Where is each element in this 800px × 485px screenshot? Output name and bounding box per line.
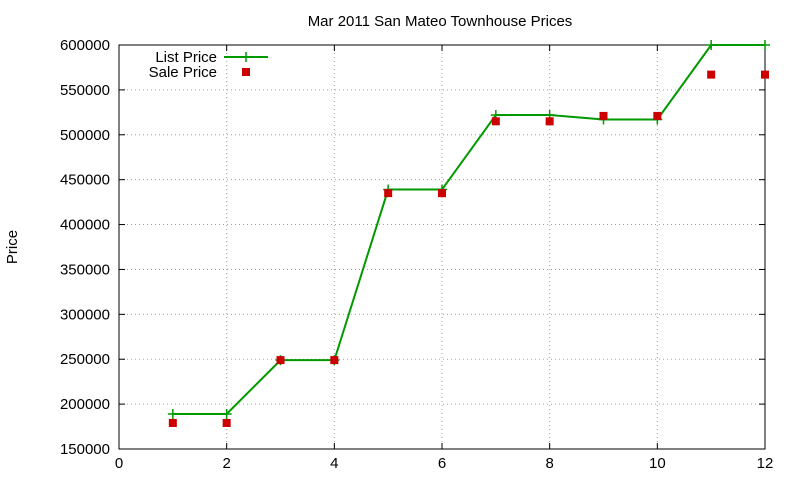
legend-swatch-marker [241, 52, 251, 62]
x-tick-label: 2 [222, 455, 230, 472]
y-tick-label: 600000 [60, 37, 110, 54]
sale-price-point [168, 418, 177, 427]
sale-price-point [384, 189, 393, 198]
list-price-point [706, 40, 717, 50]
legend-swatch-marker [242, 68, 250, 76]
series-layer [167, 40, 770, 427]
x-tick-label: 0 [115, 455, 123, 472]
legend-label: List Price [155, 49, 217, 66]
x-tick-label: 6 [438, 455, 446, 472]
list-price-point [760, 40, 770, 50]
y-tick-label: 400000 [60, 217, 110, 234]
x-tick-label: 10 [649, 455, 666, 472]
y-tick-label: 500000 [60, 127, 110, 144]
y-axis-label: Price [4, 230, 21, 264]
x-tick-label: 12 [757, 455, 774, 472]
x-tick-label: 4 [330, 455, 338, 472]
y-tick-label: 350000 [60, 261, 110, 278]
list-price-line [172, 44, 765, 415]
list-price-point [167, 408, 178, 419]
y-tick-label: 450000 [60, 172, 110, 189]
sale-price-point [707, 70, 716, 79]
y-tick-label: 250000 [60, 351, 110, 368]
sale-price-point [761, 70, 769, 79]
sale-price-point [438, 189, 446, 198]
legend-label: Sale Price [149, 64, 217, 81]
y-tick-label: 200000 [60, 396, 110, 413]
chart-title: Mar 2011 San Mateo Townhouse Prices [308, 13, 573, 30]
y-tick-label: 550000 [60, 82, 110, 99]
axis-layer: 1500002000002500003000003500004000004500… [60, 37, 773, 472]
sale-price-point [276, 356, 285, 365]
list-price-point [221, 408, 232, 419]
sale-price-point [330, 356, 339, 365]
x-tick-label: 8 [545, 455, 553, 472]
series-0 [167, 40, 770, 419]
sale-price-point [545, 117, 554, 126]
series-1 [168, 70, 769, 427]
grid-layer [119, 45, 765, 449]
sale-price-point [491, 117, 500, 126]
sale-price-point [222, 418, 231, 427]
y-tick-label: 150000 [60, 441, 110, 458]
y-tick-label: 300000 [60, 306, 110, 323]
sale-price-point [653, 111, 662, 120]
sale-price-point [599, 111, 608, 120]
